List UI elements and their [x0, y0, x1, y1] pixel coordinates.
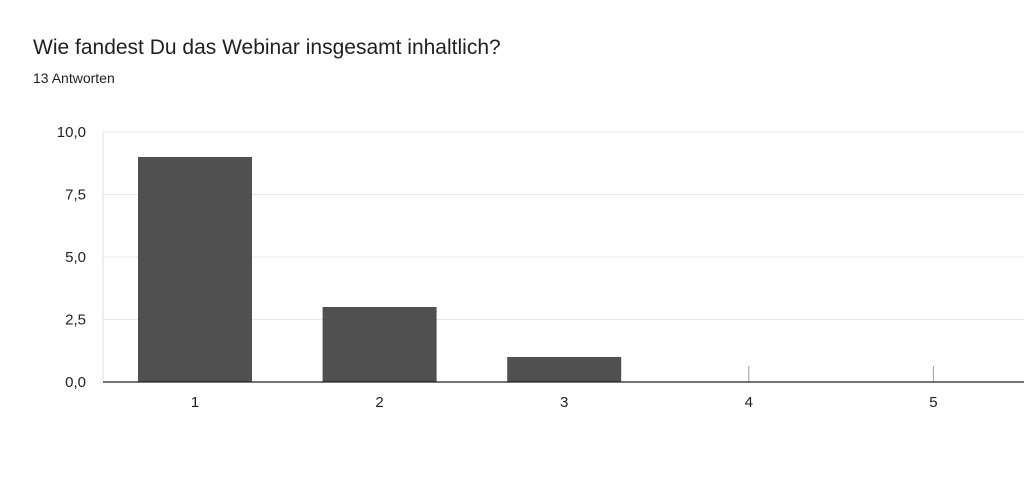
- gridlines: [103, 131, 1024, 320]
- x-tick-label: 3: [560, 394, 568, 411]
- x-tick-label: 1: [191, 394, 199, 411]
- bar: [507, 357, 622, 382]
- bar: [138, 157, 252, 382]
- y-tick-label: 7,5: [65, 187, 86, 204]
- tick-labels: 0,0 2,5 5,0 7,5 10,0 1 2 3 4 5: [57, 124, 938, 411]
- bars: [138, 157, 934, 382]
- axes: [102, 132, 1024, 383]
- x-tick-label: 5: [929, 394, 937, 411]
- y-tick-label: 5,0: [65, 249, 86, 266]
- response-count: 13 Antworten: [33, 70, 115, 86]
- x-tick-label: 4: [745, 394, 753, 411]
- y-tick-label: 0,0: [65, 374, 86, 391]
- chart-title: Wie fandest Du das Webinar insgesamt inh…: [33, 36, 501, 59]
- y-tick-label: 2,5: [65, 312, 86, 329]
- x-tick-label: 2: [375, 394, 383, 411]
- bar: [322, 307, 437, 382]
- y-tick-label: 10,0: [57, 124, 86, 141]
